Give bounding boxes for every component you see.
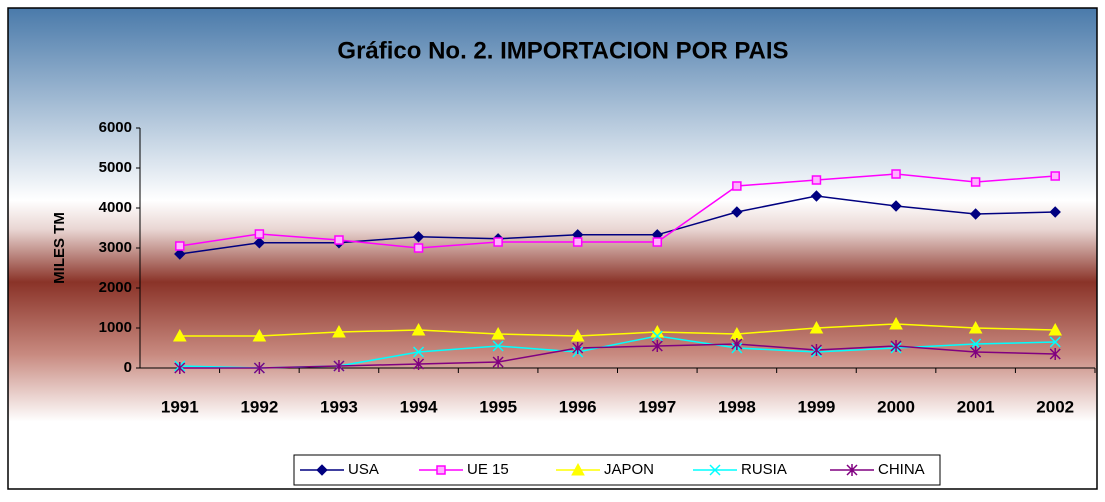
marker	[1050, 171, 1060, 181]
legend-marker	[436, 465, 446, 475]
legend-marker	[846, 464, 858, 476]
marker	[970, 177, 981, 187]
marker	[891, 169, 901, 179]
y-tick-label: 5000	[99, 159, 132, 176]
y-axis-label: MILES TM	[51, 212, 68, 284]
marker	[889, 316, 903, 330]
legend-label: USA	[348, 461, 379, 478]
x-tick-label: 1995	[479, 397, 517, 416]
marker	[809, 320, 824, 334]
marker	[732, 181, 742, 191]
marker	[810, 190, 823, 202]
marker	[175, 241, 185, 251]
marker	[253, 362, 265, 374]
series-line	[179, 323, 1056, 337]
marker	[491, 326, 505, 340]
marker	[492, 356, 504, 368]
marker	[731, 206, 743, 218]
legend-marker	[709, 464, 721, 476]
marker	[1049, 348, 1061, 360]
y-tick-label: 6000	[99, 119, 132, 136]
marker	[413, 346, 425, 358]
marker	[172, 328, 187, 342]
legend-marker	[571, 462, 585, 476]
chart-frame	[7, 7, 1098, 490]
marker	[492, 340, 504, 352]
marker	[254, 229, 265, 239]
marker	[811, 175, 822, 185]
marker	[969, 208, 982, 220]
series-line	[179, 195, 1056, 255]
marker	[652, 237, 663, 247]
marker	[332, 324, 346, 338]
marker	[1049, 336, 1061, 348]
marker	[413, 358, 425, 370]
marker	[1048, 322, 1063, 336]
x-tick-label: 1992	[240, 397, 278, 416]
marker	[1049, 206, 1061, 218]
x-tick-label: 1999	[798, 397, 836, 416]
marker	[253, 237, 266, 249]
x-tick-label: 1991	[161, 397, 199, 416]
chart-title: Gráfico No. 2. IMPORTACION POR PAIS	[337, 37, 788, 64]
marker	[731, 338, 743, 350]
marker	[810, 344, 822, 356]
x-tick-label: 1998	[718, 397, 756, 416]
x-tick-label: 2002	[1036, 397, 1074, 416]
marker	[572, 342, 584, 354]
marker	[334, 235, 344, 245]
marker	[411, 322, 426, 336]
legend-label: RUSIA	[741, 461, 787, 478]
x-tick-label: 1997	[638, 397, 676, 416]
legend-label: CHINA	[878, 461, 925, 478]
marker	[413, 243, 424, 253]
marker	[333, 360, 345, 372]
x-tick-label: 1994	[400, 397, 438, 416]
marker	[174, 362, 186, 374]
y-tick-label: 1000	[99, 319, 132, 336]
series-line	[179, 173, 1056, 249]
x-tick-label: 1993	[320, 397, 358, 416]
marker	[252, 328, 267, 342]
x-tick-label: 1996	[559, 397, 597, 416]
y-tick-label: 0	[124, 359, 132, 376]
marker	[493, 237, 503, 247]
legend-label: JAPON	[604, 461, 654, 478]
marker	[570, 328, 585, 342]
marker	[970, 338, 982, 350]
marker	[890, 340, 902, 352]
x-tick-label: 2001	[957, 397, 995, 416]
y-tick-label: 3000	[99, 239, 132, 256]
marker	[651, 340, 663, 352]
marker	[572, 237, 583, 247]
marker	[890, 200, 902, 212]
y-tick-label: 4000	[99, 199, 132, 216]
x-tick-label: 2000	[877, 397, 915, 416]
marker	[412, 231, 425, 243]
y-tick-label: 2000	[99, 279, 132, 296]
legend-marker	[316, 464, 328, 476]
marker	[651, 330, 663, 342]
series-line	[179, 343, 1056, 369]
marker	[968, 320, 983, 334]
marker	[970, 346, 982, 358]
marker	[174, 248, 186, 260]
legend-label: UE 15	[467, 461, 509, 478]
